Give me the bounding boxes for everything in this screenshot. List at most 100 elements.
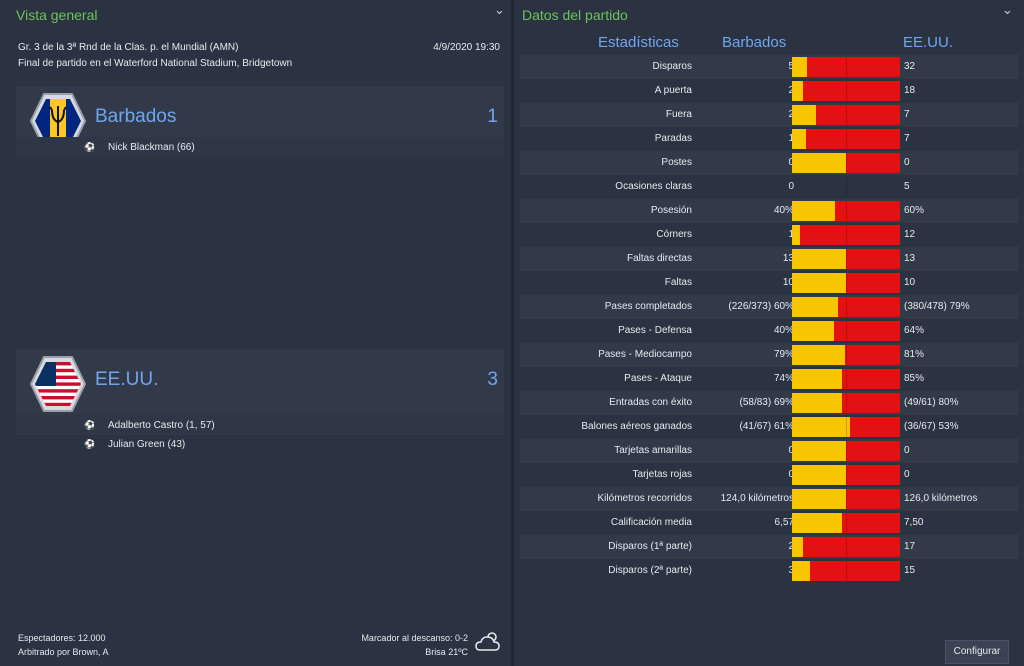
away-stat-value: 5	[904, 181, 910, 192]
panel-divider[interactable]	[511, 0, 514, 666]
bar-midline	[846, 105, 847, 125]
away-team-row[interactable]: EE.UU. 3	[16, 349, 504, 419]
home-team-header[interactable]: Barbados	[722, 34, 787, 51]
home-stat-value: (58/83) 69%	[739, 397, 794, 408]
away-team-header[interactable]: EE.UU.	[903, 34, 954, 51]
away-stat-value: 13	[904, 253, 916, 264]
stat-label: Disparos	[652, 61, 692, 72]
bar-midline	[846, 441, 847, 461]
stat-label: Calificación media	[610, 517, 692, 528]
home-share-bar	[792, 393, 842, 413]
stat-comparison-bar	[792, 465, 900, 485]
home-share-bar	[792, 417, 850, 437]
home-stat-value: 1	[788, 223, 794, 247]
stat-row: Pases - Defensa 40% 64%	[520, 319, 1018, 343]
stat-row: Calificación media 6,57 7,50	[520, 511, 1018, 535]
away-stat-value: 126,0 kilómetros	[904, 493, 978, 504]
home-stat-value: 5	[788, 55, 794, 79]
bar-midline	[846, 153, 847, 173]
stat-comparison-bar	[792, 225, 900, 245]
home-share-bar	[792, 369, 842, 389]
home-share-bar	[792, 273, 846, 293]
stat-row: Córners 1 12	[520, 223, 1018, 247]
home-share-bar	[792, 513, 842, 533]
away-stat-value: 81%	[904, 349, 925, 360]
home-stat-value: 74%	[773, 373, 794, 384]
away-stat-value: 7,50	[904, 517, 924, 528]
stat-row: Ocasiones claras 0 5	[520, 175, 1018, 199]
weather-label: Brisa 21ºC	[425, 647, 468, 657]
bar-midline	[846, 225, 847, 245]
bar-midline	[846, 417, 847, 437]
football-icon: ⚽	[84, 142, 96, 152]
stat-label: Pases - Defensa	[618, 325, 692, 336]
venue-label: Final de partido en el Waterford Nationa…	[18, 58, 293, 69]
stat-row: Kilómetros recorridos 124,0 kilómetros 126…	[520, 487, 1018, 511]
match-datetime: 4/9/2020 19:30	[433, 42, 500, 53]
chevron-down-icon[interactable]: ⌄	[1002, 2, 1013, 17]
stat-comparison-bar	[792, 201, 900, 221]
chevron-down-icon[interactable]: ⌄	[494, 2, 505, 17]
home-stat-value: 6,57	[774, 517, 794, 528]
stat-comparison-bar	[792, 129, 900, 149]
stat-comparison-bar	[792, 513, 900, 533]
bar-midline	[846, 129, 847, 149]
home-share-bar	[792, 345, 845, 365]
away-stat-value: (49/61) 80%	[904, 397, 959, 408]
away-scorer[interactable]: ⚽ Adalberto Castro (1, 57)	[84, 416, 215, 434]
home-scorers-row	[16, 137, 504, 157]
home-stat-value: 2	[788, 535, 794, 559]
home-stat-value: 3	[788, 559, 794, 583]
stat-label: Pases - Ataque	[624, 373, 692, 384]
home-stat-value: (226/373) 60%	[728, 301, 794, 312]
stat-label: Disparos (2ª parte)	[608, 565, 692, 576]
bar-midline	[846, 369, 847, 389]
competition-label: Gr. 3 de la 3ª Rnd de la Clas. p. el Mun…	[18, 42, 239, 53]
stat-comparison-bar	[792, 561, 900, 581]
stat-label: Fuera	[665, 109, 692, 120]
stat-row: Fuera 2 7	[520, 103, 1018, 127]
configure-button[interactable]: Configurar	[945, 640, 1009, 664]
home-stat-value: 1	[788, 127, 794, 151]
home-stat-value: 13	[782, 253, 794, 264]
match-stats-title: Datos del partido	[522, 7, 628, 23]
away-stat-value: 32	[904, 61, 916, 72]
away-team-name[interactable]: EE.UU.	[95, 369, 159, 390]
home-stat-value: (41/67) 61%	[739, 421, 794, 432]
stat-row: Tarjetas amarillas 0 0	[520, 439, 1018, 463]
away-stat-value: 0	[904, 157, 910, 168]
match-stats-panel: Datos del partido ⌄ Estadísticas Barbado…	[514, 0, 1024, 666]
stat-label: Balones aéreos ganados	[581, 421, 692, 432]
home-stat-value: 0	[788, 181, 794, 192]
away-stat-value: 85%	[904, 373, 925, 384]
home-scorer[interactable]: ⚽ Nick Blackman (66)	[84, 138, 195, 156]
away-stat-value: 7	[904, 109, 910, 120]
stat-comparison-bar	[792, 249, 900, 269]
stat-row: Disparos (1ª parte) 2 17	[520, 535, 1018, 559]
bar-midline	[846, 321, 847, 341]
away-scorer[interactable]: ⚽ Julian Green (43)	[84, 435, 185, 453]
stat-label: Disparos (1ª parte)	[608, 541, 692, 552]
home-stat-value: 10	[782, 277, 794, 288]
home-share-bar	[792, 81, 803, 101]
home-share-bar	[792, 561, 810, 581]
bar-midline	[846, 297, 847, 317]
stat-label: Faltas directas	[626, 253, 692, 264]
home-share-bar	[792, 225, 800, 245]
away-stat-value: 15	[904, 565, 916, 576]
home-team-name[interactable]: Barbados	[95, 106, 177, 127]
away-stat-value: 10	[904, 277, 916, 288]
stat-row: Postes 0 0	[520, 151, 1018, 175]
away-stat-value: 0	[904, 469, 910, 480]
bar-midline	[846, 489, 847, 509]
home-share-bar	[792, 537, 803, 557]
away-stat-value: 18	[904, 85, 916, 96]
usa-crest-icon	[30, 356, 86, 412]
stat-label: Córners	[656, 229, 692, 240]
stat-row: Disparos 5 32	[520, 55, 1018, 79]
stat-label: Faltas	[664, 277, 692, 288]
overview-panel: Vista general ⌄ Gr. 3 de la 3ª Rnd de la…	[0, 0, 511, 666]
away-stat-value: 12	[904, 229, 916, 240]
stat-label: Postes	[661, 157, 692, 168]
away-stat-value: 64%	[904, 325, 925, 336]
